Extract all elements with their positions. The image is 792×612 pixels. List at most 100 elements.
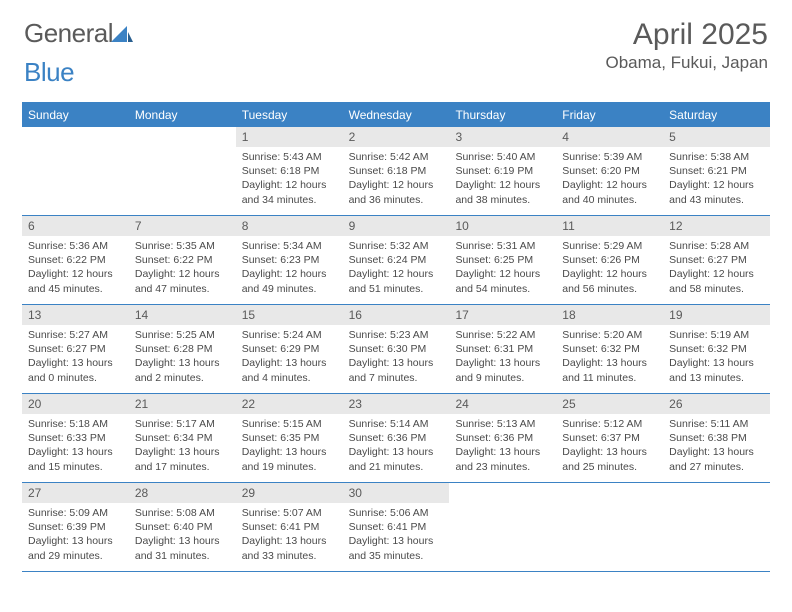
daylight-text: Daylight: 13 hours and 13 minutes. — [669, 356, 764, 384]
sunrise-text: Sunrise: 5:09 AM — [28, 506, 123, 520]
sunset-text: Sunset: 6:28 PM — [135, 342, 230, 356]
sunrise-text: Sunrise: 5:07 AM — [242, 506, 337, 520]
day-details: Sunrise: 5:13 AMSunset: 6:36 PMDaylight:… — [449, 414, 556, 480]
sunrise-text: Sunrise: 5:13 AM — [455, 417, 550, 431]
daylight-text: Daylight: 12 hours and 56 minutes. — [562, 267, 657, 295]
sunset-text: Sunset: 6:30 PM — [349, 342, 444, 356]
day-details: Sunrise: 5:38 AMSunset: 6:21 PMDaylight:… — [663, 147, 770, 213]
day-number: 1 — [236, 127, 343, 147]
sunset-text: Sunset: 6:19 PM — [455, 164, 550, 178]
daylight-text: Daylight: 13 hours and 21 minutes. — [349, 445, 444, 473]
day-cell: 1Sunrise: 5:43 AMSunset: 6:18 PMDaylight… — [236, 127, 343, 215]
day-details: Sunrise: 5:14 AMSunset: 6:36 PMDaylight:… — [343, 414, 450, 480]
day-cell: 7Sunrise: 5:35 AMSunset: 6:22 PMDaylight… — [129, 216, 236, 304]
logo-text: GeneralBlue — [24, 18, 133, 88]
daylight-text: Daylight: 13 hours and 23 minutes. — [455, 445, 550, 473]
day-details: Sunrise: 5:36 AMSunset: 6:22 PMDaylight:… — [22, 236, 129, 302]
day-number: 28 — [129, 483, 236, 503]
day-details: Sunrise: 5:34 AMSunset: 6:23 PMDaylight:… — [236, 236, 343, 302]
weekday-label: Tuesday — [236, 104, 343, 127]
day-cell: 12Sunrise: 5:28 AMSunset: 6:27 PMDayligh… — [663, 216, 770, 304]
day-cell: 23Sunrise: 5:14 AMSunset: 6:36 PMDayligh… — [343, 394, 450, 482]
day-cell: 2Sunrise: 5:42 AMSunset: 6:18 PMDaylight… — [343, 127, 450, 215]
sunset-text: Sunset: 6:35 PM — [242, 431, 337, 445]
day-details: Sunrise: 5:15 AMSunset: 6:35 PMDaylight:… — [236, 414, 343, 480]
weekday-label: Monday — [129, 104, 236, 127]
sunset-text: Sunset: 6:31 PM — [455, 342, 550, 356]
sunset-text: Sunset: 6:18 PM — [349, 164, 444, 178]
day-number: 24 — [449, 394, 556, 414]
sunrise-text: Sunrise: 5:38 AM — [669, 150, 764, 164]
day-details: Sunrise: 5:23 AMSunset: 6:30 PMDaylight:… — [343, 325, 450, 391]
day-cell: 3Sunrise: 5:40 AMSunset: 6:19 PMDaylight… — [449, 127, 556, 215]
empty-day-cell — [663, 483, 770, 571]
day-number: 11 — [556, 216, 663, 236]
day-cell: 27Sunrise: 5:09 AMSunset: 6:39 PMDayligh… — [22, 483, 129, 571]
daylight-text: Daylight: 13 hours and 0 minutes. — [28, 356, 123, 384]
day-details: Sunrise: 5:11 AMSunset: 6:38 PMDaylight:… — [663, 414, 770, 480]
day-details: Sunrise: 5:19 AMSunset: 6:32 PMDaylight:… — [663, 325, 770, 391]
day-number: 20 — [22, 394, 129, 414]
day-cell: 19Sunrise: 5:19 AMSunset: 6:32 PMDayligh… — [663, 305, 770, 393]
day-number: 26 — [663, 394, 770, 414]
sunset-text: Sunset: 6:22 PM — [28, 253, 123, 267]
weeks-container: 1 Sunrise: 5:43 AM Sunset: 6:18 PM Daylight… — [22, 127, 770, 572]
location-label: Obama, Fukui, Japan — [605, 53, 768, 73]
sunrise-text: Sunrise: 5:14 AM — [349, 417, 444, 431]
day-number: 18 — [556, 305, 663, 325]
day-details: Sunrise: 5:40 AMSunset: 6:19 PMDaylight:… — [449, 147, 556, 213]
sunset-text: Sunset: 6:21 PM — [669, 164, 764, 178]
sunset-text: Sunset: 6:36 PM — [349, 431, 444, 445]
sunset-text: Sunset: 6:26 PM — [562, 253, 657, 267]
sunrise-text: Sunrise: 5:31 AM — [455, 239, 550, 253]
logo-sail-icon — [111, 18, 133, 49]
day-number: 8 — [236, 216, 343, 236]
sunset-text: Sunset: 6:39 PM — [28, 520, 123, 534]
week-row: 1 Sunrise: 5:43 AM Sunset: 6:18 PM Daylight… — [22, 127, 770, 216]
day-details: Sunrise: 5:08 AMSunset: 6:40 PMDaylight:… — [129, 503, 236, 569]
day-details: Sunrise: 5:35 AMSunset: 6:22 PMDaylight:… — [129, 236, 236, 302]
day-cell: 15Sunrise: 5:24 AMSunset: 6:29 PMDayligh… — [236, 305, 343, 393]
sunset-text: Sunset: 6:32 PM — [562, 342, 657, 356]
sunrise-text: Sunrise: 5:43 AM — [242, 150, 337, 164]
sunrise-text: Sunrise: 5:32 AM — [349, 239, 444, 253]
sunset-text: Sunset: 6:20 PM — [562, 164, 657, 178]
sunrise-text: Sunrise: 5:20 AM — [562, 328, 657, 342]
daylight-text: Daylight: 12 hours and 40 minutes. — [562, 178, 657, 206]
logo-part1: General — [24, 18, 113, 48]
day-cell: 13Sunrise: 5:27 AMSunset: 6:27 PMDayligh… — [22, 305, 129, 393]
daylight-text: Daylight: 12 hours and 49 minutes. — [242, 267, 337, 295]
daylight-text: Daylight: 13 hours and 27 minutes. — [669, 445, 764, 473]
sunrise-text: Sunrise: 5:39 AM — [562, 150, 657, 164]
sunrise-text: Sunrise: 5:15 AM — [242, 417, 337, 431]
day-details: Sunrise: 5:09 AMSunset: 6:39 PMDaylight:… — [22, 503, 129, 569]
weekday-label: Friday — [556, 104, 663, 127]
daylight-text: Daylight: 13 hours and 11 minutes. — [562, 356, 657, 384]
day-cell: 22Sunrise: 5:15 AMSunset: 6:35 PMDayligh… — [236, 394, 343, 482]
sunset-text: Sunset: 6:36 PM — [455, 431, 550, 445]
day-number: 29 — [236, 483, 343, 503]
sunrise-text: Sunrise: 5:18 AM — [28, 417, 123, 431]
daylight-text: Daylight: 13 hours and 9 minutes. — [455, 356, 550, 384]
day-number: 14 — [129, 305, 236, 325]
day-cell: 5Sunrise: 5:38 AMSunset: 6:21 PMDaylight… — [663, 127, 770, 215]
sunrise-text: Sunrise: 5:19 AM — [669, 328, 764, 342]
day-cell: 21Sunrise: 5:17 AMSunset: 6:34 PMDayligh… — [129, 394, 236, 482]
day-cell: 29Sunrise: 5:07 AMSunset: 6:41 PMDayligh… — [236, 483, 343, 571]
empty-day-cell — [22, 127, 129, 215]
sunset-text: Sunset: 6:41 PM — [349, 520, 444, 534]
day-number: 3 — [449, 127, 556, 147]
sunset-text: Sunset: 6:23 PM — [242, 253, 337, 267]
sunset-text: Sunset: 6:33 PM — [28, 431, 123, 445]
sunset-text: Sunset: 6:25 PM — [455, 253, 550, 267]
day-number: 22 — [236, 394, 343, 414]
sunrise-text: Sunrise: 5:25 AM — [135, 328, 230, 342]
day-cell: 18 Sunrise: 5:20 AMSunset: 6:32 PMDayligh… — [556, 305, 663, 393]
sunrise-text: Sunrise: 5:34 AM — [242, 239, 337, 253]
day-number: 25 — [556, 394, 663, 414]
day-number: 2 — [343, 127, 450, 147]
day-cell: 8Sunrise: 5:34 AMSunset: 6:23 PMDaylight… — [236, 216, 343, 304]
daylight-text: Daylight: 13 hours and 33 minutes. — [242, 534, 337, 562]
logo: GeneralBlue — [24, 18, 133, 88]
weekday-label: Sunday — [22, 104, 129, 127]
